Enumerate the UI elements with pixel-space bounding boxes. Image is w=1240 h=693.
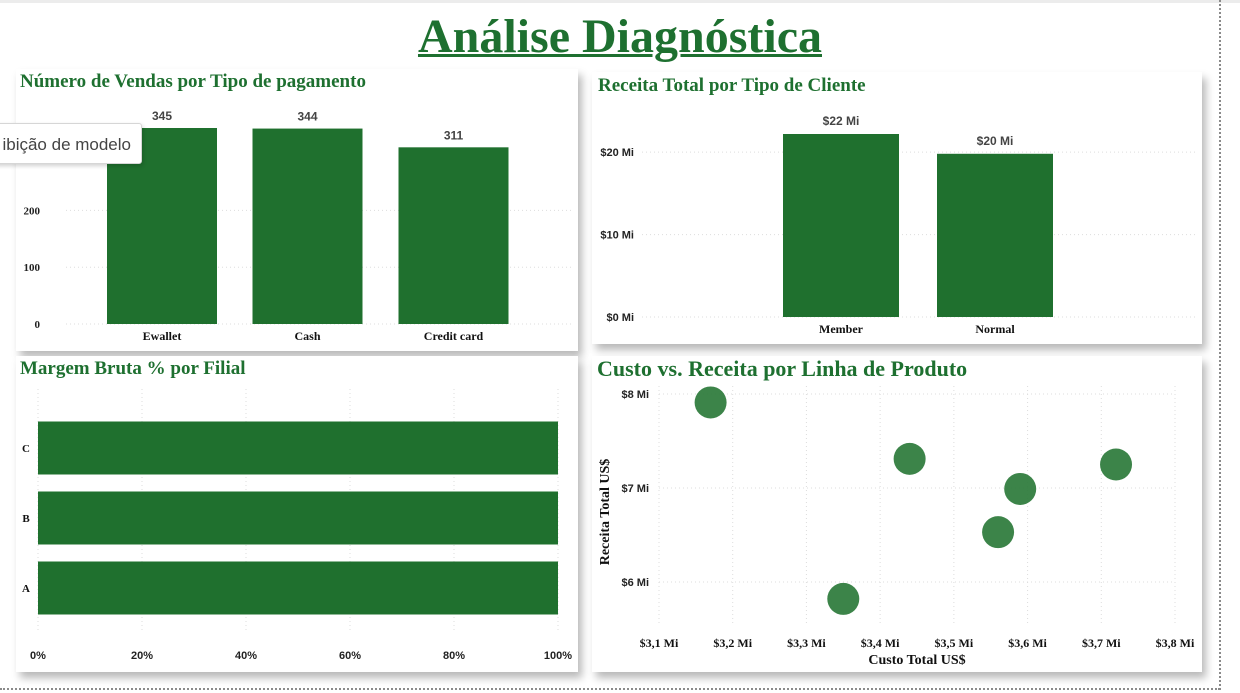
x-tick-label: 60%: [339, 650, 361, 662]
x-tick-label: 40%: [235, 650, 257, 662]
x-tick-label: $3,3 Mi: [787, 636, 826, 650]
x-tick-label: $3,7 Mi: [1082, 636, 1121, 650]
x-tick-label: 100%: [544, 650, 572, 662]
scatter-chart-panel[interactable]: Custo vs. Receita por Linha de Produto $…: [592, 356, 1202, 672]
x-tick-label: 0%: [30, 650, 46, 662]
customer-chart-panel[interactable]: Receita Total por Tipo de Cliente $0 Mi $…: [592, 72, 1202, 344]
scatter-point: [982, 516, 1015, 549]
bar: [38, 491, 558, 545]
bar: [783, 134, 899, 317]
scatter-point: [893, 442, 926, 475]
payment-chart-title: Número de Vendas por Tipo de pagamento: [20, 71, 366, 92]
margin-bar-chart: 0% 20% 40% 60% 80% 100% C B A: [22, 389, 572, 662]
payment-chart-panel[interactable]: Número de Vendas por Tipo de pagamento 0…: [16, 69, 578, 351]
scatter-chart-title: Custo vs. Receita por Linha de Produto: [597, 356, 968, 381]
page-title: Análise Diagnóstica: [417, 10, 822, 63]
data-label: 345: [152, 109, 172, 123]
x-tick-label: $3,8 Mi: [1156, 636, 1195, 650]
bar: [38, 421, 558, 475]
x-tick-label: Credit card: [424, 329, 484, 343]
scatter-point: [1100, 448, 1133, 481]
x-tick-label: $3,4 Mi: [861, 636, 900, 650]
canvas-bottom-border: [0, 688, 1220, 690]
x-tick-label: Normal: [975, 322, 1015, 336]
x-axis-title: Custo Total US$: [868, 653, 965, 668]
data-label: 311: [444, 128, 464, 142]
x-tick-label: Cash: [294, 329, 320, 343]
customer-chart-title: Receita Total por Tipo de Cliente: [598, 75, 866, 96]
scatter-point: [694, 386, 727, 419]
model-view-tooltip: ibição de modelo: [0, 123, 142, 164]
x-tick-label: 20%: [131, 650, 153, 662]
bar: [937, 153, 1053, 317]
y-tick-label: $6 Mi: [621, 577, 649, 589]
y-tick-label: $20 Mi: [600, 147, 634, 159]
x-tick-label: $3,6 Mi: [1008, 636, 1047, 650]
y-tick-label: $8 Mi: [621, 389, 649, 401]
bar: [38, 561, 558, 615]
scatter-point: [827, 582, 860, 615]
y-tick-label: B: [22, 513, 30, 525]
x-tick-label: 80%: [443, 650, 465, 662]
x-tick-label: $3,5 Mi: [935, 636, 974, 650]
y-tick-label: 0: [35, 319, 41, 331]
y-axis-title: Receita Total US$: [598, 459, 613, 566]
bar: [252, 128, 363, 324]
margin-chart-panel[interactable]: Margem Bruta % por Filial 0% 20% 40% 60% 80%…: [16, 356, 578, 672]
x-tick-label: Member: [819, 322, 864, 336]
y-tick-label: $0 Mi: [606, 312, 634, 324]
x-tick-label: Ewallet: [143, 329, 182, 343]
y-tick-label: 200: [24, 205, 41, 217]
data-label: $22 Mi: [823, 114, 860, 128]
data-label: $20 Mi: [977, 134, 1014, 148]
y-tick-label: C: [22, 443, 30, 455]
top-border: [0, 0, 1240, 3]
scatter-chart: $3,1 Mi $3,2 Mi $3,3 Mi $3,4 Mi $3,5 Mi $3,6 …: [598, 386, 1195, 668]
x-tick-label: $3,1 Mi: [640, 636, 679, 650]
y-tick-label: $7 Mi: [621, 483, 649, 495]
y-tick-label: 100: [24, 262, 41, 274]
customer-bar-chart: $0 Mi $10 Mi $20 Mi $22 Mi Member $20 Mi Norma…: [600, 114, 1196, 336]
x-tick-label: $3,2 Mi: [713, 636, 752, 650]
margin-chart-title: Margem Bruta % por Filial: [20, 358, 246, 379]
payment-bar-chart: 0 100 200 345 Ewallet 344 Cash 311 Credit card: [24, 109, 572, 343]
bar: [398, 147, 509, 324]
y-tick-label: A: [22, 583, 30, 595]
data-label: 344: [297, 110, 317, 124]
y-tick-label: $10 Mi: [600, 230, 634, 242]
scatter-point: [1004, 472, 1037, 505]
canvas-right-border: [1219, 0, 1221, 690]
